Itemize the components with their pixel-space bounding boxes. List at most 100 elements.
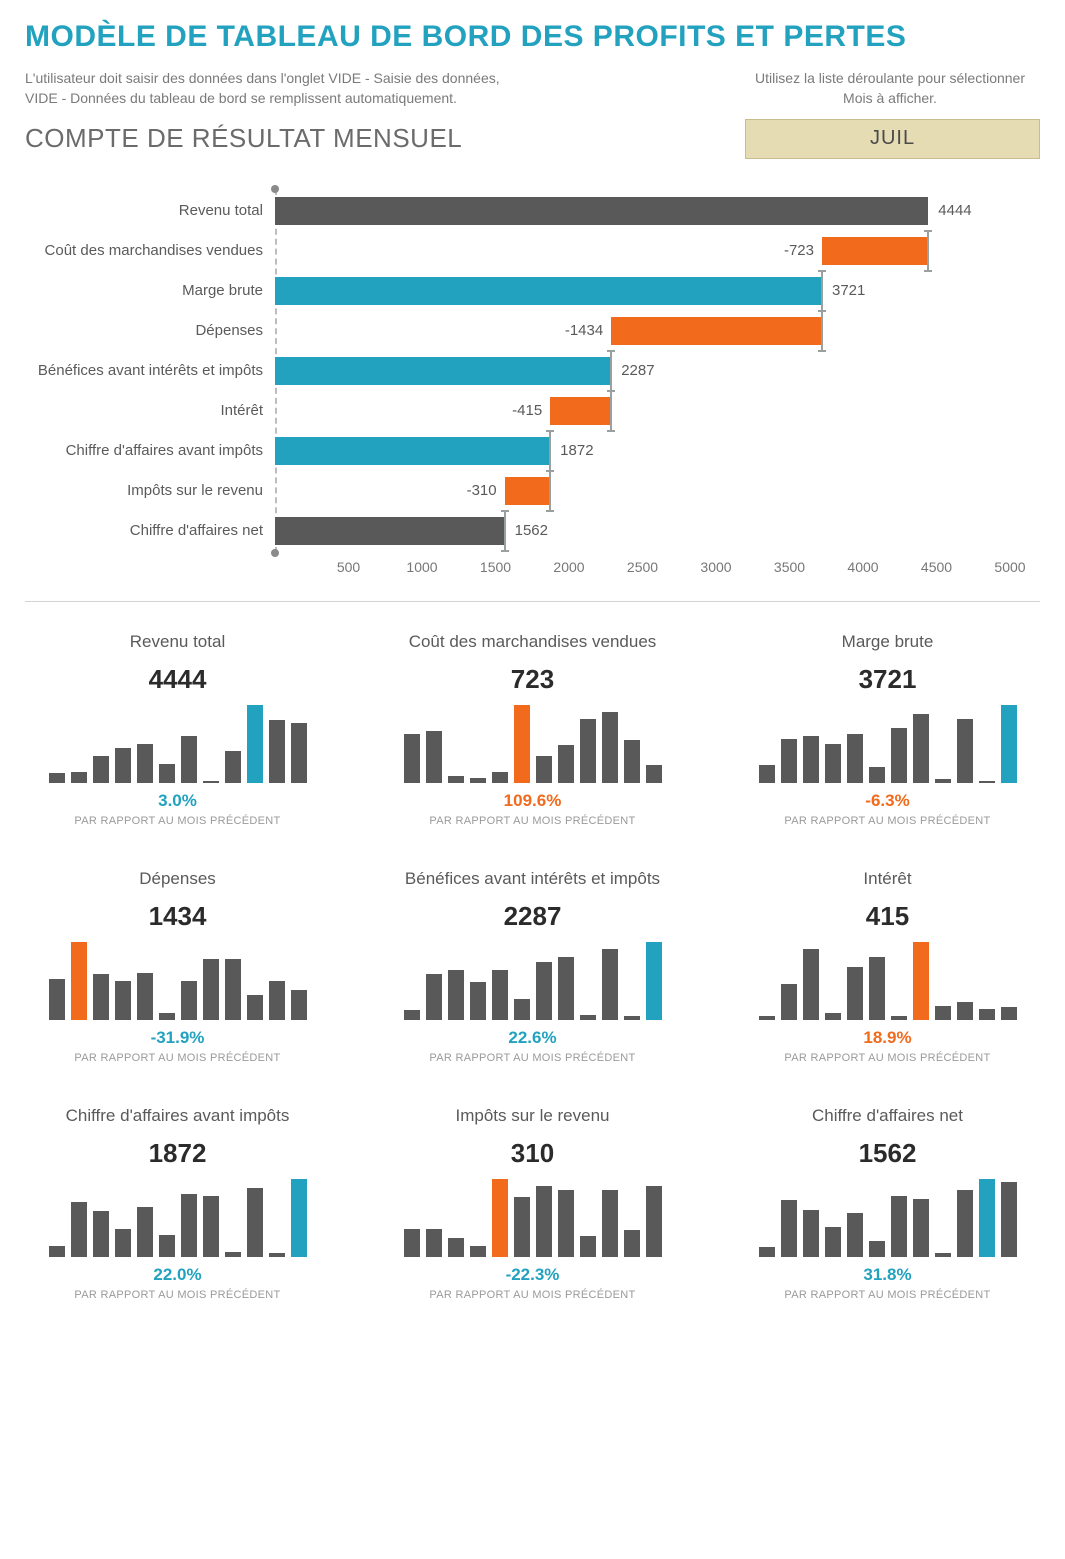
sparkline-bar [979, 1009, 995, 1020]
kpi-value: 415 [735, 901, 1040, 932]
kpi-change: 109.6% [380, 791, 685, 811]
section-divider [25, 601, 1040, 602]
waterfall-connector [821, 270, 823, 312]
sparkline-bar [602, 712, 618, 782]
sparkline-bar [470, 982, 486, 1019]
waterfall-x-tick: 500 [337, 559, 360, 575]
kpi-footer-label: PAR RAPPORT AU MOIS PRÉCÉDENT [380, 1052, 685, 1064]
waterfall-x-tick: 4500 [921, 559, 952, 575]
kpi-card: Impôts sur le revenu310-22.3%PAR RAPPORT… [380, 1106, 685, 1301]
sparkline-bar [558, 1190, 574, 1257]
waterfall-value-label: -723 [784, 237, 814, 265]
waterfall-x-tick: 3500 [774, 559, 805, 575]
kpi-card: Chiffre d'affaires avant impôts187222.0%… [25, 1106, 330, 1301]
waterfall-row: Chiffre d'affaires net1562 [275, 517, 1010, 545]
waterfall-value-label: 3721 [832, 277, 865, 305]
sparkline-bar [247, 995, 263, 1020]
sparkline-bar [1001, 705, 1017, 783]
waterfall-connector [549, 430, 551, 472]
sparkline-bar [957, 719, 973, 783]
sparkline-bar [536, 1186, 552, 1256]
sparkline-bar [580, 1236, 596, 1256]
sparkline-bar [291, 723, 307, 782]
kpi-footer-label: PAR RAPPORT AU MOIS PRÉCÉDENT [380, 815, 685, 827]
sparkline-bar [580, 1015, 596, 1020]
kpi-title: Marge brute [735, 632, 1040, 652]
waterfall-row: Coût des marchandises vendues-723 [275, 237, 1010, 265]
sparkline-bar [935, 779, 951, 782]
sparkline-bar [514, 999, 530, 1019]
kpi-footer-label: PAR RAPPORT AU MOIS PRÉCÉDENT [735, 1052, 1040, 1064]
kpi-footer-label: PAR RAPPORT AU MOIS PRÉCÉDENT [735, 815, 1040, 827]
kpi-grid: Revenu total44443.0%PAR RAPPORT AU MOIS … [25, 632, 1040, 1301]
sparkline-bar [49, 979, 65, 1020]
waterfall-x-axis: 500100015002000250030003500400045005000 [275, 553, 1010, 581]
sparkline-bar [803, 1210, 819, 1257]
kpi-card: Coût des marchandises vendues723109.6%PA… [380, 632, 685, 827]
waterfall-bar [611, 317, 822, 345]
sparkline-bar [247, 1188, 263, 1257]
sparkline-bar [448, 970, 464, 1020]
waterfall-row-label: Bénéfices avant intérêts et impôts [38, 357, 275, 385]
sparkline-bar [115, 981, 131, 1020]
sparkline-bar [426, 974, 442, 1019]
kpi-value: 4444 [25, 664, 330, 695]
sparkline-bar [404, 1010, 420, 1019]
kpi-change: 22.6% [380, 1028, 685, 1048]
sparkline-bar [181, 1194, 197, 1256]
intro-left: L'utilisateur doit saisir des données da… [25, 68, 500, 109]
sparkline-bar [759, 1247, 775, 1256]
month-dropdown[interactable]: JUIL [745, 119, 1040, 159]
sparkline-bar [935, 1006, 951, 1020]
sparkline-bar [492, 970, 508, 1020]
sparkline-bar [247, 705, 263, 783]
kpi-change: 22.0% [25, 1265, 330, 1285]
sparkline-bar [225, 959, 241, 1020]
sparkline-bar [137, 744, 153, 783]
waterfall-value-label: -415 [512, 397, 542, 425]
sparkline-bar [781, 984, 797, 1020]
kpi-title: Intérêt [735, 869, 1040, 889]
sparkline-bar [269, 1253, 285, 1256]
waterfall-value-label: 4444 [938, 197, 971, 225]
sparkline-bar [514, 1197, 530, 1256]
kpi-card: Bénéfices avant intérêts et impôts228722… [380, 869, 685, 1064]
sparkline-bar [957, 1190, 973, 1257]
sparkline-bar [93, 974, 109, 1019]
sparkline-bar [847, 967, 863, 1020]
waterfall-row: Marge brute3721 [275, 277, 1010, 305]
waterfall-row-label: Impôts sur le revenu [127, 477, 275, 505]
sparkline-bar [646, 1186, 662, 1256]
kpi-title: Impôts sur le revenu [380, 1106, 685, 1126]
sparkline-bar [203, 959, 219, 1020]
waterfall-x-tick: 3000 [700, 559, 731, 575]
sparkline-bar [137, 1207, 153, 1257]
waterfall-connector [504, 510, 506, 552]
waterfall-row-label: Dépenses [195, 317, 275, 345]
waterfall-chart: Revenu total4444Coût des marchandises ve… [25, 179, 1040, 585]
sparkline-bar [137, 973, 153, 1020]
sparkline-bar [580, 719, 596, 783]
sparkline-bar [269, 981, 285, 1020]
waterfall-row: Chiffre d'affaires avant impôts1872 [275, 437, 1010, 465]
waterfall-value-label: 1562 [515, 517, 548, 545]
sparkline-bar [181, 981, 197, 1020]
sparkline-bar [71, 772, 87, 783]
kpi-value: 310 [380, 1138, 685, 1169]
waterfall-dot-top [271, 185, 279, 193]
sparkline-bar [203, 781, 219, 783]
intro-right-line2: Mois à afficher. [740, 88, 1040, 108]
waterfall-row: Intérêt-415 [275, 397, 1010, 425]
waterfall-value-label: -310 [467, 477, 497, 505]
sparkline-bar [93, 1211, 109, 1256]
intro-left-line1: L'utilisateur doit saisir des données da… [25, 68, 500, 88]
sparkline-bar [847, 734, 863, 782]
sparkline-bar [869, 957, 885, 1019]
sparkline-bar [159, 1235, 175, 1257]
sparkline-bar [781, 739, 797, 783]
sparkline-bar [404, 1229, 420, 1257]
kpi-sparkline [25, 703, 330, 783]
kpi-title: Coût des marchandises vendues [380, 632, 685, 652]
sparkline-bar [1001, 1182, 1017, 1257]
kpi-footer-label: PAR RAPPORT AU MOIS PRÉCÉDENT [735, 1289, 1040, 1301]
